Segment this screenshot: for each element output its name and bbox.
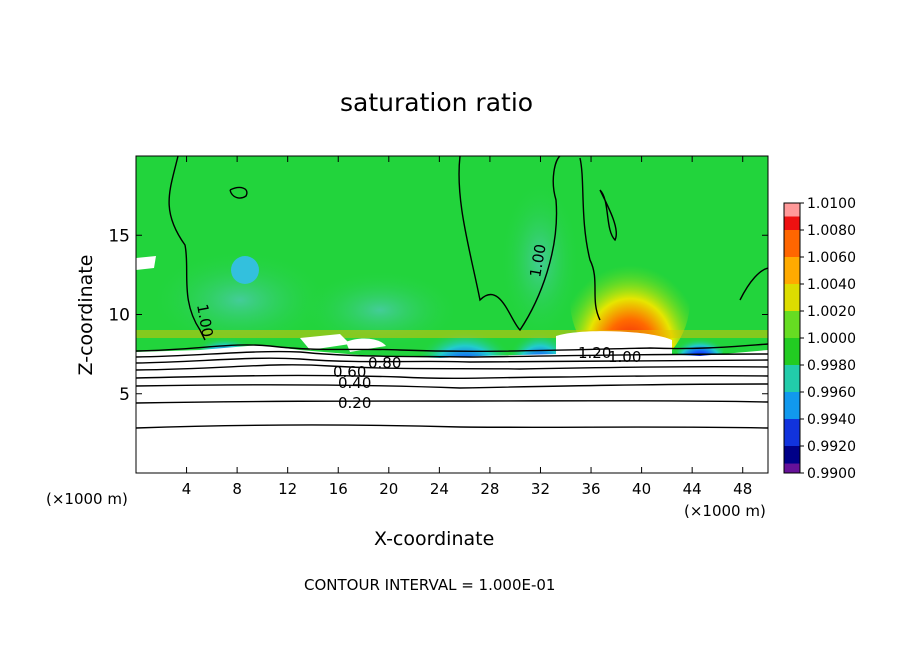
colorbar-label: 0.9900 [807,466,856,482]
y-tick-label: 15 [108,226,130,246]
colorbar-cell [784,463,800,473]
colorbar: 1.0100 1.0080 1.0060 1.0040 1.0020 1.0000 0.99… [783,196,856,482]
colorbar-label: 0.9920 [807,439,856,455]
contour-label: 1.00 [608,348,641,366]
y-tick-label: 5 [119,385,130,405]
x-axis-label: X-coordinate [374,528,495,550]
colorbar-label: 1.0100 [807,196,856,212]
x-tick-label: 32 [531,480,550,498]
contour-label-group: 0.20 0.40 0.60 0.80 1.00 1.00 1.20 1.00 [193,243,641,412]
colorbar-cell [784,257,800,284]
contour-lines [136,156,768,429]
chart-title: saturation ratio [340,88,534,117]
x-tick-label: 16 [329,480,348,498]
contour-label: 0.20 [338,394,371,412]
colorbar-label: 1.0020 [807,304,856,320]
colorbar-cell [784,311,800,338]
colorbar-cell [784,230,800,257]
colorbar-cell [784,203,800,217]
contour-interval-note: CONTOUR INTERVAL = 1.000E-01 [304,576,556,594]
x-tick-label: 28 [480,480,499,498]
colorbar-cell [784,338,800,365]
x-tick-label: 40 [632,480,651,498]
x-tick-label: 44 [683,480,702,498]
y-tick-label: 10 [108,306,130,326]
x-tick-label: 48 [733,480,752,498]
contour-label: 0.40 [338,374,371,392]
contour-label: 0.80 [368,354,401,372]
colorbar-cell [784,392,800,419]
x-tick-label: 4 [182,480,192,498]
contour-label: 0.60 [333,363,366,381]
x-tick-label: 8 [232,480,242,498]
colorbar-cell [784,284,800,311]
x-unit-left: (×1000 m) [46,490,128,508]
colorbar-label: 1.0080 [807,223,856,239]
x-tick-label: 36 [581,480,600,498]
x-tick-group: 4 8 12 16 20 24 28 32 36 40 44 48 [182,156,752,498]
colorbar-label: 1.0000 [807,331,856,347]
x-tick-label: 20 [379,480,398,498]
colorbar-cell [784,419,800,446]
x-unit-right: (×1000 m) [684,502,766,520]
colorbar-label: 0.9960 [807,385,856,401]
colorbar-label: 1.0060 [807,250,856,266]
contour-label: 1.00 [526,243,550,279]
contour-label: 1.20 [578,344,611,362]
colorbar-cell [784,365,800,392]
colorbar-label: 0.9980 [807,358,856,374]
y-tick-group: 5 10 15 [108,226,768,405]
x-tick-label: 12 [278,480,297,498]
x-tick-label: 24 [430,480,449,498]
colorbar-label: 1.0040 [807,277,856,293]
colorbar-label: 0.9940 [807,412,856,428]
contour-label: 1.00 [193,303,217,339]
